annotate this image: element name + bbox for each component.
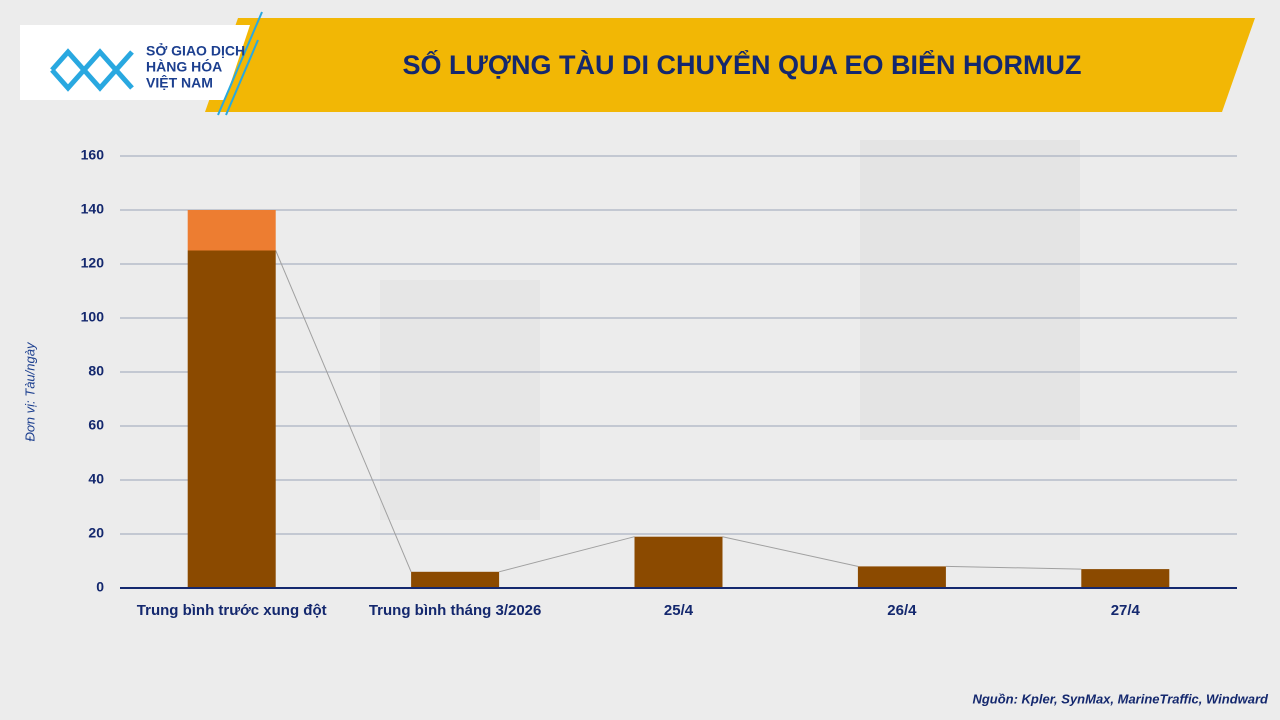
series-line	[275, 250, 412, 572]
background-shape	[860, 140, 1080, 440]
y-tick-label: 0	[96, 579, 104, 595]
y-tick-label: 160	[81, 147, 105, 163]
bar-segment	[187, 210, 276, 251]
logo-box	[20, 25, 250, 100]
source-note: Nguồn: Kpler, SynMax, MarineTraffic, Win…	[972, 691, 1269, 706]
y-tick-label: 140	[81, 201, 105, 217]
y-tick-label: 100	[81, 309, 105, 325]
y-tick-label: 20	[88, 525, 104, 541]
y-tick-label: 80	[88, 363, 104, 379]
bar-segment	[187, 250, 276, 588]
logo-accent	[217, 11, 263, 116]
logo-text: VIỆT NAM	[146, 74, 213, 91]
y-tick-label: 40	[88, 471, 104, 487]
x-tick-label: Trung bình trước xung đột	[137, 602, 327, 619]
x-tick-label: 27/4	[1111, 602, 1141, 619]
x-tick-label: 25/4	[664, 602, 694, 619]
bar-segment	[1081, 569, 1170, 588]
y-tick-label: 120	[81, 255, 105, 271]
header-band	[205, 18, 1255, 112]
background-shape	[380, 280, 540, 520]
logo-text: HÀNG HÓA	[146, 58, 222, 75]
bar-segment	[857, 566, 946, 588]
bar-segment	[634, 536, 723, 588]
x-tick-label: 26/4	[887, 602, 917, 619]
y-axis-label: Đơn vị: Tàu/ngày	[22, 341, 37, 441]
series-line	[945, 565, 1082, 570]
logo-text: SỞ GIAO DỊCH	[146, 42, 245, 59]
chart-title: SỐ LƯỢNG TÀU DI CHUYỂN QUA EO BIỂN HORMU…	[403, 48, 1082, 80]
y-tick-label: 60	[88, 417, 104, 433]
bar-segment	[411, 571, 500, 588]
logo-accent	[225, 39, 259, 116]
x-tick-label: Trung bình tháng 3/2026	[369, 602, 542, 619]
series-line	[498, 536, 635, 573]
series-line	[722, 536, 859, 567]
logo-icon	[50, 48, 134, 92]
